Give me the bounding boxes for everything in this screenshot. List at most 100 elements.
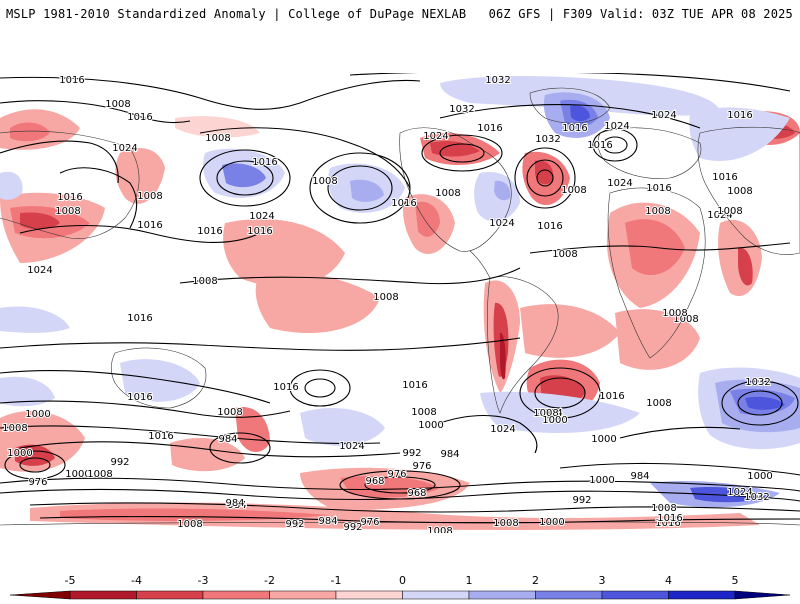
isobar [0,477,800,492]
isobar [439,143,485,163]
isobar [19,224,261,244]
isobar-label: 1000 [418,420,443,431]
red-anomaly-zone [10,122,50,142]
isobar-label: 1016 [127,313,152,324]
isobar [364,476,436,494]
isobar-label: 1016 [247,226,272,237]
colorbar-tick-label: -5 [65,574,76,587]
isobar [19,457,51,473]
isobar-label: 1008 [87,469,112,480]
isobar-label: 1024 [604,121,629,132]
isobar-label: 992 [285,519,304,530]
isobar [199,127,411,189]
isobar-label: 1008 [312,176,337,187]
colorbar-tick-label: -4 [131,574,142,587]
colorbar-segment [402,590,470,600]
isobar [737,390,783,416]
red-anomaly-zone [175,116,260,138]
isobar-label: 1016 [402,380,427,391]
isobar-label: 1000 [65,469,90,480]
isobar-label: 1032 [744,492,769,503]
isobar-label: 984 [225,498,244,509]
isobar-label: 1008 [205,133,230,144]
isobar-label: 1016 [252,157,277,168]
isobar-label: 1016 [599,391,624,402]
isobar-label: 1016 [657,513,682,524]
isobar-label: 1016 [127,392,152,403]
isobar-label: 976 [412,461,431,472]
red-anomaly-zone [615,309,700,370]
coastline-asia-west [0,130,140,239]
coastline-greenland [529,87,611,124]
isobar-label: 1016 [727,110,752,121]
isobar [0,488,800,502]
blue-anomaly-zone [0,306,70,333]
isobar-label: 1000 [25,409,50,420]
coastline-africa [607,187,706,359]
coastline-australia [110,347,207,409]
isobar-label: 1032 [485,75,510,86]
isobar [529,242,791,254]
isobar-label: 1000 [7,448,32,459]
isobar-label: 1008 [217,407,242,418]
coastline-europe [597,127,702,179]
colorbar-tick-label: 2 [532,574,539,587]
isobar-label: 1008 [435,188,460,199]
isobar-label: 1000 [589,475,614,486]
coastline-asia [697,126,800,255]
isobar [421,134,503,172]
isobar-label: 968 [407,488,426,499]
isobar-label: 968 [365,476,384,487]
blue-anomaly-zone [745,396,785,410]
colorbar-segment [202,590,270,600]
isobar-label: 1008 [552,249,577,260]
colorbar-segment [601,590,669,600]
isobar-label: 1016 [273,382,298,393]
colorbar-segment [535,590,603,600]
isobar [0,140,119,184]
isobar [216,160,274,196]
isobar-label: 1024 [27,265,52,276]
isobar-label: 1008 [55,206,80,217]
blue-anomaly-zone [350,179,384,202]
isobar [514,147,576,209]
isobar [39,516,800,524]
isobar-label: 1008 [177,519,202,530]
red-anomaly-zone [115,148,165,204]
blue-anomaly-zone [0,376,55,407]
map-panel: 1016 1008 1016 1024 1016 1008 1008 1016 1008 1024… [0,73,800,533]
isobar-label: 1008 [373,292,398,303]
isobar-label: 1008 [651,503,676,514]
isobar [0,400,291,418]
isobar [559,462,800,476]
isobar-label: 984 [440,449,459,460]
isobar-label: 1008 [673,314,698,325]
isobar-label: 984 [318,516,337,527]
isobars [0,73,800,524]
isobar-label: 1016 [562,123,587,134]
isobar [439,414,538,454]
isobar-label: 1024 [707,210,732,221]
isobar [439,104,701,129]
isobar-label: 1000 [591,434,616,445]
red-anomaly-zone [20,212,60,230]
isobar-label: 1000 [539,517,564,528]
red-anomaly-zone [15,444,55,466]
colorbar-segment [668,590,736,600]
isobar-label: 1024 [537,408,562,419]
colorbar-scale: -5 -4 -3 -2 -1 0 1 2 3 4 5 [9,574,791,600]
colorbar-segment [136,590,204,600]
isobar-label: 976 [360,517,379,528]
isobar-label: 1008 [645,206,670,217]
isobar-label: 1016 [197,226,222,237]
isobar [339,470,461,500]
blue-anomaly-zone [690,487,770,503]
colorbar-segment [335,590,403,600]
isobar [304,378,336,398]
isobar-label: 1008 [427,526,452,533]
colorbar-segment [69,590,137,600]
isobar-label: 1008 [2,423,27,434]
isobar-label: 992 [343,522,362,533]
red-anomaly-zone [415,201,440,237]
model-run-info: 06Z GFS | F309 Valid: 03Z TUE APR 08 202… [488,7,793,21]
